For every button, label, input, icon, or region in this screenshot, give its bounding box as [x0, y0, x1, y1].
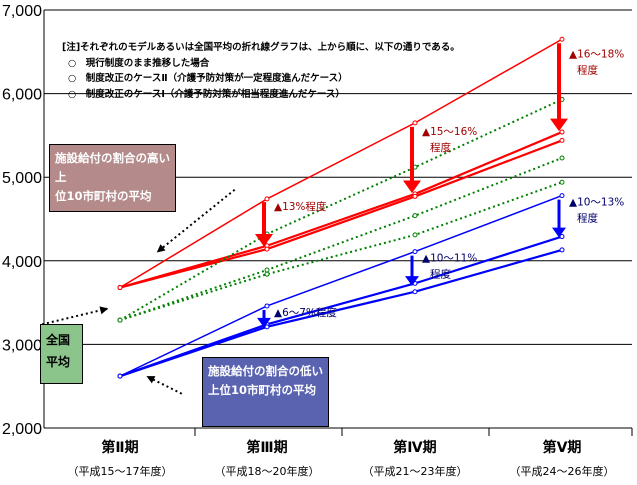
reduction-label-4: ▲10～11% — [422, 253, 477, 265]
data-point-top10-current-1 — [264, 196, 270, 202]
reduction-label-0: ▲13%程度 — [274, 200, 327, 213]
x-tick-label-0: 第Ⅱ期 — [101, 439, 138, 456]
data-point-national-reform1-3 — [559, 179, 565, 185]
data-point-national-reform2-2 — [412, 213, 418, 219]
data-point-national-reform1-2 — [412, 232, 418, 238]
data-point-bottom10-reform1-2 — [412, 289, 418, 295]
y-tick-label-6000: 6,000 — [2, 87, 42, 104]
data-point-top10-current-3 — [559, 36, 565, 42]
x-tick-sublabel-3: （平成24～26年度） — [510, 464, 615, 478]
reduction-arrow-head-3 — [257, 317, 271, 328]
callout-national-average: 全国 平均 — [40, 324, 83, 384]
reduction-label-2: ▲16～18% — [569, 48, 624, 60]
series-line-top10-reform1 — [119, 139, 563, 289]
reduction-arrow-shaft-5 — [557, 199, 561, 229]
reduction-arrow-head-0 — [255, 233, 273, 247]
reduction-arrow-shaft-0 — [262, 202, 266, 235]
callout-pointer-2 — [146, 375, 183, 395]
note-item-current: ○ 現行制度のまま推移した場合 — [68, 57, 210, 69]
series-line-bottom10-reform2 — [119, 235, 563, 378]
callout-bottom10-line2: 上位10市町村の平均 — [208, 383, 317, 397]
reduction-label-3: ▲6～7%程度 — [274, 306, 337, 319]
data-point-bottom10-reform1-0 — [117, 373, 123, 379]
note-title: [注]それぞれのモデルあるいは全国平均の折れ線グラフは、上から順に、以下の通りで… — [62, 42, 460, 53]
reduction-arrow-shaft-4 — [410, 255, 414, 277]
reduction-arrow-head-4 — [405, 276, 419, 286]
callout-top10-line2: 位10市町村の平均 — [55, 189, 152, 203]
reduction-arrow-head-5 — [552, 227, 566, 238]
series-line-bottom10-reform1 — [119, 248, 563, 378]
callout-bottom10-low-facility: 施設給付の割合の低い 上位10市町村の平均 — [202, 357, 329, 427]
x-tick-label-2: 第Ⅳ期 — [393, 439, 436, 456]
data-point-national-reform2-1 — [264, 267, 270, 273]
data-point-national-reform1-1 — [264, 271, 270, 277]
series-line-national-current — [119, 98, 563, 322]
data-point-bottom10-current-2 — [412, 249, 418, 255]
y-tick-label-4000: 4,000 — [2, 254, 42, 271]
callout-pointer-head-0 — [156, 244, 166, 253]
callout-pointer-0 — [156, 188, 236, 254]
reduction-arrow-shaft-1 — [410, 126, 414, 182]
data-point-top10-current-2 — [412, 120, 418, 126]
x-tick-sublabel-0: （平成15～17年度） — [68, 464, 173, 478]
note-item-reform1: ○ 制度改正のケースⅠ（介護予防対策が相当程度進んだケース） — [68, 88, 345, 100]
data-point-bottom10-reform1-3 — [559, 247, 565, 253]
y-tick-label-2000: 2,000 — [2, 421, 42, 438]
callout-pointer-head-2 — [146, 376, 156, 384]
callout-national-line1: 全国 — [46, 333, 71, 347]
reduction-arrow-shaft-2 — [557, 43, 561, 120]
reduction-label-line2-5: 程度 — [577, 212, 598, 225]
callout-national-line2: 平均 — [46, 355, 71, 369]
reduction-arrow-head-1 — [403, 180, 421, 194]
callout-pointer-1 — [41, 307, 109, 326]
x-tick-label-1: 第Ⅲ期 — [246, 439, 287, 456]
callout-pointer-head-1 — [99, 306, 109, 315]
data-point-top10-reform1-0 — [117, 285, 123, 291]
data-point-bottom10-current-3 — [559, 193, 565, 199]
series-line-bottom10-current — [119, 194, 563, 377]
data-point-top10-reform1-2 — [412, 193, 418, 199]
reduction-label-line2-1: 程度 — [430, 141, 451, 154]
data-point-national-reform1-0 — [117, 317, 123, 323]
data-point-national-reform2-3 — [559, 155, 565, 161]
series-line-national-reform1 — [119, 181, 563, 322]
data-point-top10-reform2-3 — [559, 129, 565, 135]
data-point-bottom10-reform1-1 — [264, 324, 270, 330]
callout-top10-high-facility: 施設給付の割合の高い上 位10市町村の平均 — [49, 144, 176, 212]
reduction-arrow-head-2 — [550, 118, 568, 132]
reduction-label-5: ▲10～13% — [569, 197, 624, 209]
x-tick-sublabel-1: （平成18～20年度） — [215, 464, 320, 478]
reduction-label-line2-2: 程度 — [577, 63, 598, 76]
reduction-label-line2-4: 程度 — [430, 268, 451, 281]
callout-bottom10-line1: 施設給付の割合の低い — [208, 364, 323, 378]
y-tick-label-3000: 3,000 — [2, 337, 42, 354]
note-item-reform2: ○ 制度改正のケースⅡ（介護予防対策が一定程度進んだケース） — [68, 73, 348, 84]
y-tick-label-5000: 5,000 — [2, 170, 42, 187]
chart-note: [注]それぞれのモデルあるいは全国平均の折れ線グラフは、上から順に、以下の通りで… — [62, 40, 460, 102]
x-tick-sublabel-2: （平成21～23年度） — [363, 464, 468, 478]
reduction-arrow-shaft-3 — [262, 309, 266, 319]
series-line-top10-current — [119, 38, 563, 289]
y-tick-label-7000: 7,000 — [2, 3, 42, 20]
reduction-label-1: ▲15～16% — [422, 126, 477, 138]
series-line-top10-reform2 — [119, 131, 563, 289]
series-line-national-reform2 — [119, 157, 563, 322]
data-point-bottom10-reform2-3 — [559, 234, 565, 240]
callout-top10-line1: 施設給付の割合の高い上 — [55, 151, 170, 184]
data-point-top10-reform1-1 — [264, 246, 270, 252]
data-point-top10-reform1-3 — [559, 137, 565, 143]
data-point-bottom10-current-1 — [264, 303, 270, 309]
x-tick-label-3: 第Ⅴ期 — [543, 439, 582, 456]
